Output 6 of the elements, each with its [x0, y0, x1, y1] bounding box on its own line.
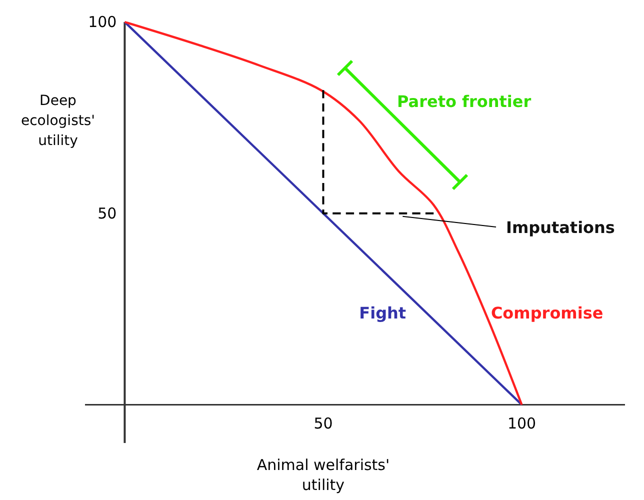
annotation: Pareto frontier	[397, 92, 532, 111]
x-axis-title: Animal welfarists' utility	[256, 456, 390, 494]
series-label: Fight	[359, 303, 406, 322]
series-label: Compromise	[490, 303, 604, 322]
annotation: Imputations	[506, 218, 615, 237]
y-axis-title: Deep ecologists' utility	[20, 93, 96, 149]
